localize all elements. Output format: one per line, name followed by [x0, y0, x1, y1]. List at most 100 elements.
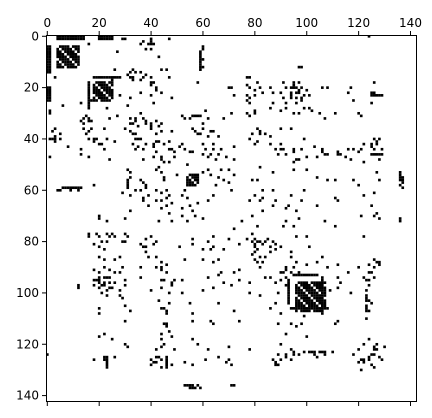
matrix-cell [160, 265, 163, 269]
matrix-cell [318, 294, 322, 297]
matrix-cell [123, 217, 127, 220]
matrix-cell [201, 127, 205, 131]
matrix-cell [367, 309, 371, 313]
matrix-cell [302, 94, 306, 97]
matrix-cell [271, 91, 275, 95]
matrix-cell [271, 171, 275, 174]
matrix-cell [302, 307, 306, 310]
matrix-cell [56, 63, 60, 66]
matrix-cell [56, 52, 60, 56]
matrix-cell [92, 83, 96, 87]
matrix-cell [297, 291, 301, 295]
matrix-cell [126, 104, 130, 107]
matrix-cell [100, 240, 104, 243]
matrix-cell [209, 248, 213, 251]
matrix-cell [103, 88, 106, 92]
matrix-cell [196, 173, 200, 177]
matrix-cell [201, 142, 205, 146]
matrix-cell [154, 355, 158, 359]
matrix-cell [302, 273, 306, 277]
matrix-cell [370, 363, 373, 367]
matrix-cell [295, 283, 298, 287]
matrix-cell [193, 129, 197, 133]
matrix-cell [191, 181, 194, 184]
matrix-cell [113, 235, 117, 238]
matrix-cell [336, 150, 340, 154]
matrix-cell [315, 355, 319, 359]
matrix-cell [103, 332, 106, 336]
matrix-cell [87, 81, 91, 84]
matrix-cell [167, 330, 171, 333]
matrix-cell [178, 245, 181, 249]
matrix-cell [321, 301, 324, 305]
matrix-cell [188, 301, 192, 305]
matrix-cell [287, 294, 290, 297]
matrix-cell [302, 309, 306, 313]
matrix-cell [323, 281, 327, 284]
matrix-cells [46, 35, 405, 390]
matrix-cell [261, 209, 264, 213]
matrix-cell [108, 276, 111, 279]
matrix-cell [323, 117, 327, 120]
matrix-cell [71, 58, 75, 61]
matrix-cell [95, 88, 98, 92]
matrix-cell [61, 58, 65, 61]
matrix-cell [365, 289, 368, 292]
matrix-cell [110, 78, 114, 82]
y-tick-label: 0 [31, 29, 39, 43]
matrix-cell [308, 283, 311, 287]
matrix-cell [193, 386, 197, 390]
matrix-cell [199, 386, 202, 390]
matrix-cell [141, 199, 145, 202]
matrix-cell [315, 283, 319, 287]
matrix-cell [188, 386, 192, 390]
matrix-cell [302, 294, 306, 297]
matrix-cell [160, 286, 163, 290]
matrix-cell [308, 304, 311, 308]
matrix-cell [370, 301, 373, 305]
matrix-cell [64, 186, 67, 190]
matrix-cell [100, 96, 104, 100]
matrix-cell [141, 196, 145, 200]
x-axis-ticks: 0 20 40 60 80 100 120 140 [43, 16, 422, 406]
matrix-cell [297, 111, 301, 115]
matrix-cell [295, 289, 298, 292]
matrix-cell [336, 199, 340, 202]
matrix-cell [237, 319, 241, 323]
matrix-cell [165, 271, 168, 274]
matrix-cell [279, 91, 283, 95]
matrix-cell [129, 122, 132, 125]
matrix-cell [69, 35, 72, 38]
matrix-cell [206, 240, 210, 243]
matrix-cell [336, 319, 340, 323]
matrix-cell [256, 178, 259, 182]
matrix-cell [336, 153, 340, 156]
matrix-cell [191, 183, 194, 187]
matrix-cell [232, 227, 236, 231]
matrix-cell [103, 99, 106, 102]
matrix-cell [131, 122, 135, 125]
matrix-cell [61, 45, 65, 48]
matrix-cell [302, 281, 306, 284]
matrix-cell [370, 101, 373, 105]
matrix-cell [315, 204, 319, 207]
matrix-cell [165, 325, 168, 328]
matrix-cell [66, 37, 70, 41]
matrix-cell [310, 291, 314, 295]
matrix-cell [269, 245, 272, 249]
matrix-cell [302, 188, 306, 192]
matrix-cell [367, 355, 371, 359]
matrix-cell [323, 219, 327, 223]
matrix-cell [217, 273, 220, 277]
matrix-cell [186, 196, 189, 200]
matrix-cell [318, 283, 322, 287]
matrix-cell [253, 94, 257, 97]
matrix-cell [256, 127, 259, 131]
matrix-cell [365, 294, 368, 297]
matrix-cell [69, 188, 72, 192]
y-tick-label: 120 [16, 337, 39, 351]
matrix-cell [46, 353, 49, 356]
matrix-cell [212, 245, 215, 249]
matrix-cell [310, 109, 314, 113]
matrix-cell [87, 119, 91, 123]
